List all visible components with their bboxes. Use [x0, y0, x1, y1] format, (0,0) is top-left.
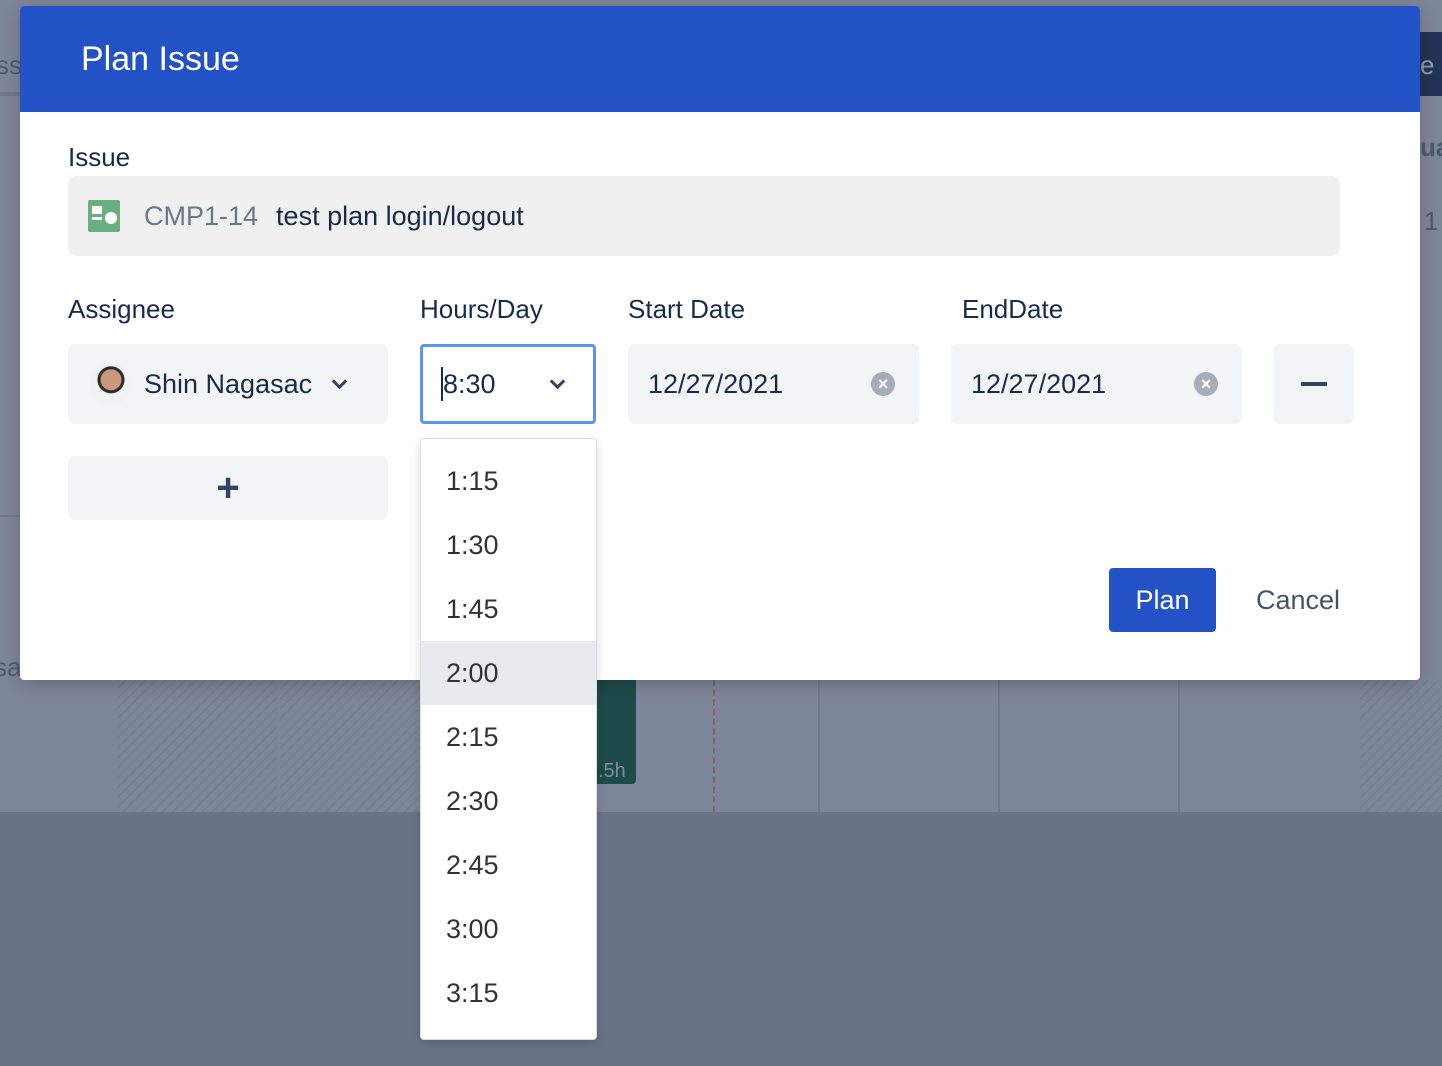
- hours-option[interactable]: 2:45: [446, 849, 499, 880]
- cancel-button[interactable]: Cancel: [1256, 584, 1341, 615]
- text-cursor: [441, 367, 443, 401]
- hours-option[interactable]: 1:15: [446, 465, 499, 496]
- bg-weekend-cell: [1360, 680, 1442, 812]
- bg-text: ua: [1420, 132, 1442, 162]
- start-date-input[interactable]: 12/27/2021 ×: [628, 344, 919, 424]
- start-date-value: 12/27/2021: [648, 368, 784, 399]
- start-date-label: Start Date: [628, 294, 746, 324]
- hours-dropdown-menu: 1:15 1:30 1:45 2:00 2:15 2:30 2:45 3:00 …: [420, 438, 597, 1040]
- hours-option[interactable]: 2:15: [446, 721, 499, 752]
- hours-option[interactable]: 1:45: [446, 593, 499, 624]
- plan-issue-dialog: Plan Issue Issue CMP1-14 test plan login…: [20, 6, 1420, 680]
- bg-weekend-cell: [280, 680, 420, 812]
- hours-per-day-input[interactable]: 8:30: [420, 344, 596, 424]
- plus-icon: +: [216, 465, 240, 510]
- today-marker: [713, 680, 715, 812]
- assignee-select[interactable]: Shin Nagasac: [68, 344, 388, 424]
- dialog-title: Plan Issue: [81, 39, 240, 78]
- add-row-button[interactable]: +: [68, 456, 388, 520]
- hours-option-highlighted[interactable]: 2:00: [421, 641, 596, 705]
- bg-text: ss: [0, 50, 22, 80]
- bg-divider: [818, 680, 820, 812]
- bg-text: 1: [1424, 206, 1439, 236]
- bg-text: sa: [0, 652, 22, 682]
- end-date-value: 12/27/2021: [971, 368, 1107, 399]
- remove-row-button[interactable]: [1274, 344, 1354, 424]
- chevron-down-icon[interactable]: [549, 373, 566, 389]
- bg-weekend-cell: [117, 680, 277, 812]
- bg-plan-bar: [596, 680, 636, 784]
- hours-label: Hours/Day: [420, 294, 543, 324]
- bg-text: e: [1420, 50, 1435, 80]
- plan-button[interactable]: Plan: [1109, 568, 1216, 632]
- bg-divider: [0, 515, 20, 517]
- bg-divider: [0, 92, 20, 96]
- clear-icon[interactable]: ×: [1194, 372, 1218, 396]
- issue-field: CMP1-14 test plan login/logout: [68, 176, 1340, 256]
- bg-header-tab: [1420, 32, 1442, 96]
- test-plan-icon: [88, 200, 120, 232]
- minus-icon: [1301, 382, 1327, 386]
- hours-option[interactable]: 3:15: [446, 977, 499, 1008]
- hours-option[interactable]: 2:30: [446, 785, 499, 816]
- assignee-name: Shin Nagasac: [144, 368, 313, 399]
- issue-label: Issue: [68, 142, 131, 172]
- dialog-header: Plan Issue: [20, 6, 1420, 112]
- avatar: [90, 363, 132, 405]
- assignee-label: Assignee: [68, 294, 175, 324]
- clear-icon[interactable]: ×: [871, 372, 895, 396]
- chevron-down-icon: [331, 373, 348, 389]
- bg-divider: [1178, 680, 1180, 812]
- issue-key[interactable]: CMP1-14: [144, 200, 259, 231]
- bg-bar-label: .5h: [598, 760, 626, 782]
- end-date-input[interactable]: 12/27/2021 ×: [951, 344, 1242, 424]
- hours-value: 8:30: [443, 368, 496, 399]
- hours-option[interactable]: 3:00: [446, 913, 499, 944]
- hours-option[interactable]: 1:30: [446, 529, 499, 560]
- issue-summary: test plan login/logout: [276, 200, 524, 231]
- end-date-label: EndDate: [962, 294, 1064, 324]
- bg-divider: [998, 680, 1000, 812]
